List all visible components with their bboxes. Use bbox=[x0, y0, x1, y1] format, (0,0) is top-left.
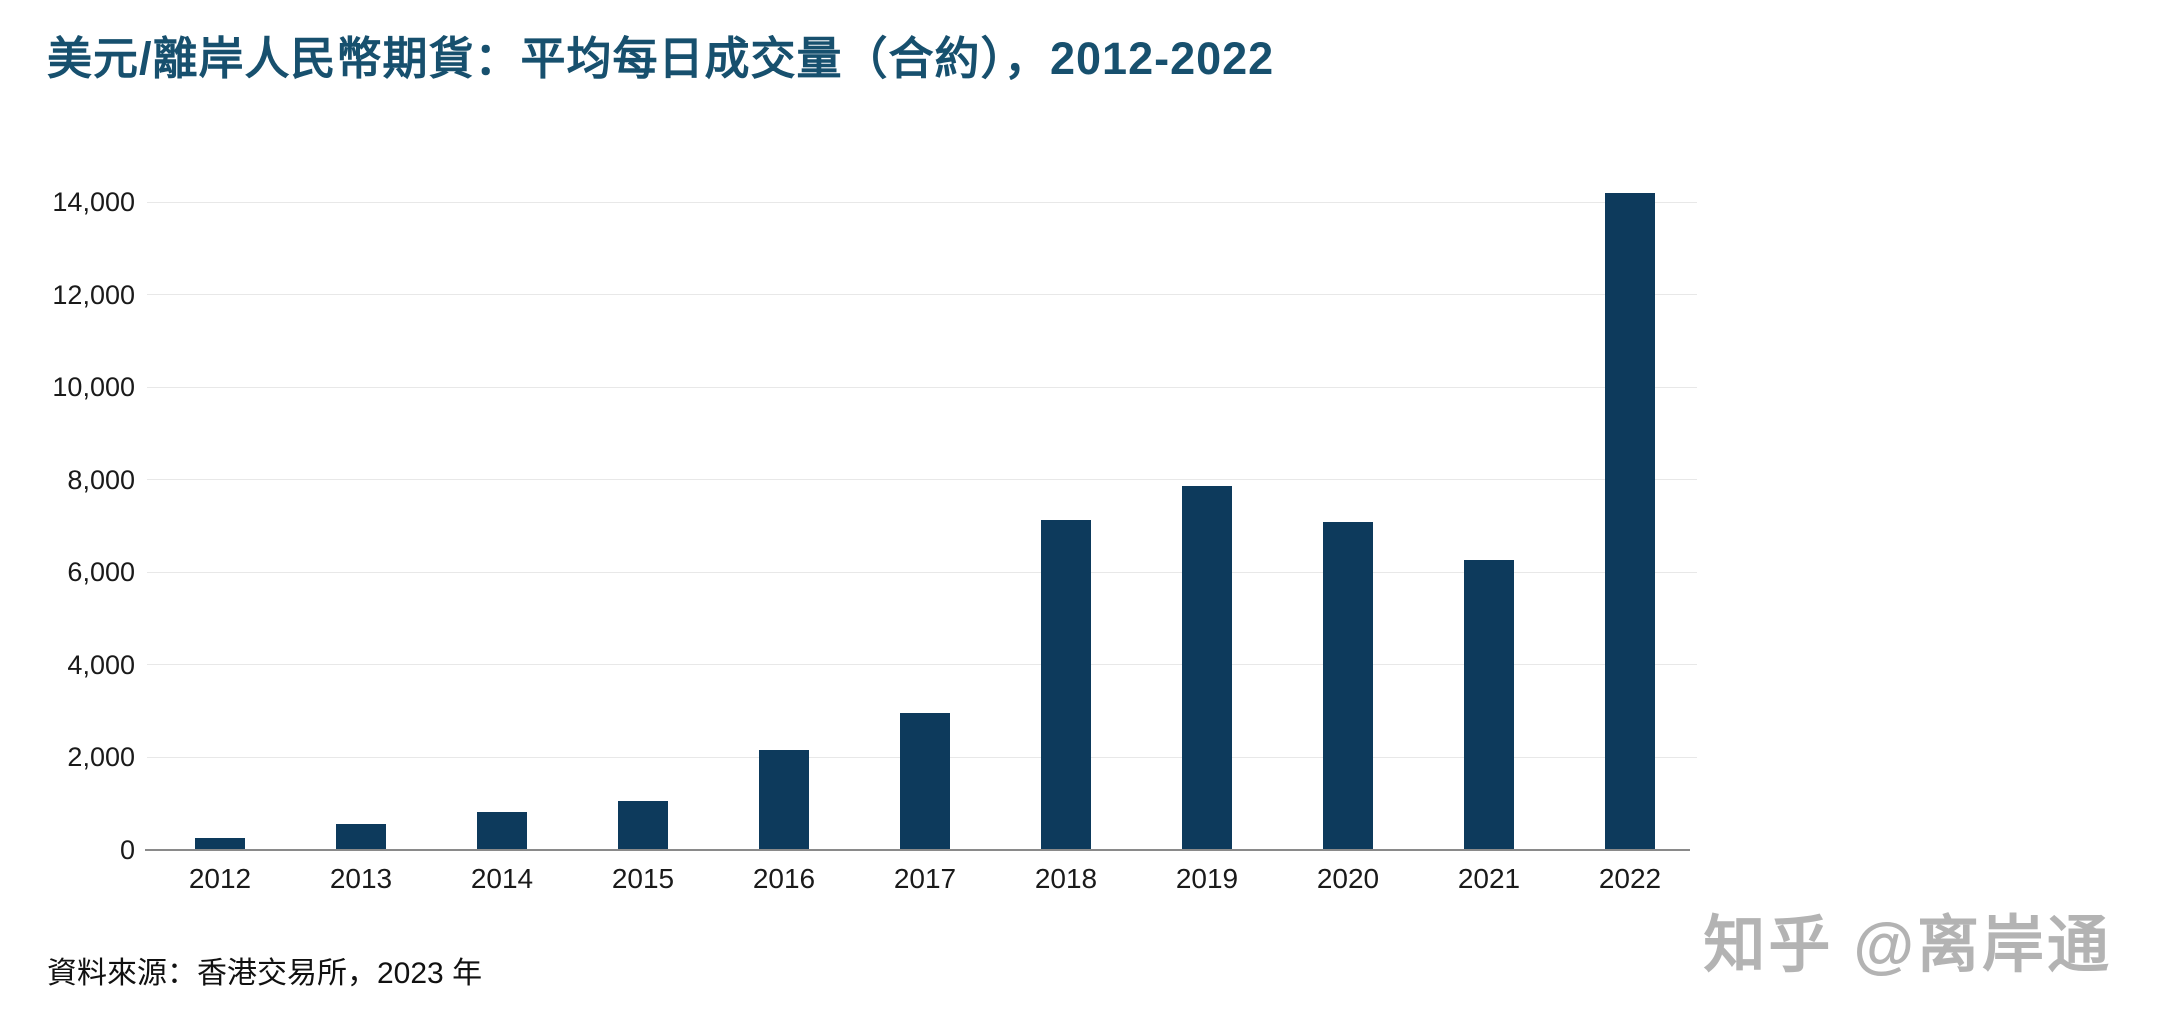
bar-2021 bbox=[1464, 559, 1514, 850]
bar-2015 bbox=[618, 800, 668, 850]
x-tick-label-2017: 2017 bbox=[893, 863, 957, 894]
watermark: 知乎 @离岸通 bbox=[1703, 911, 2112, 980]
x-tick-label-2016: 2016 bbox=[752, 863, 816, 894]
y-tick-label-8000: 8,000 bbox=[67, 464, 135, 495]
x-tick-label-2015: 2015 bbox=[611, 863, 675, 894]
bar-2016 bbox=[759, 749, 809, 850]
bar-2012 bbox=[195, 837, 245, 850]
x-axis-line bbox=[145, 849, 1690, 851]
bar-2022 bbox=[1605, 192, 1655, 850]
y-tick-label-12000: 12,000 bbox=[52, 279, 135, 310]
x-tick-label-2018: 2018 bbox=[1034, 863, 1098, 894]
y-tick-label-2000: 2,000 bbox=[67, 742, 135, 773]
bar-2020 bbox=[1323, 521, 1373, 850]
x-tick-label-2022: 2022 bbox=[1598, 863, 1662, 894]
bar-2019 bbox=[1182, 486, 1232, 850]
gridline-14000 bbox=[147, 201, 1697, 203]
bar-2013 bbox=[336, 824, 386, 850]
gridline-8000 bbox=[147, 479, 1697, 481]
y-tick-label-6000: 6,000 bbox=[67, 557, 135, 588]
bar-2014 bbox=[477, 811, 527, 850]
bar-2017 bbox=[900, 712, 950, 850]
x-tick-label-2020: 2020 bbox=[1316, 863, 1380, 894]
x-tick-label-2012: 2012 bbox=[188, 863, 252, 894]
y-tick-label-4000: 4,000 bbox=[67, 649, 135, 680]
gridline-10000 bbox=[147, 386, 1697, 388]
chart-title: 美元/離岸人民幣期貨：平均每日成交量（合約），2012-2022 bbox=[47, 33, 1275, 84]
bar-2018 bbox=[1041, 519, 1091, 850]
bar-chart-plot-area: 0 2,000 4,000 6,000 8,000 10,000 12,000 14,000 2… bbox=[52, 187, 1697, 894]
gridline-4000 bbox=[147, 664, 1697, 666]
y-tick-label-0: 0 bbox=[119, 835, 135, 865]
y-tick-label-14000: 14,000 bbox=[52, 187, 135, 217]
x-tick-label-2021: 2021 bbox=[1457, 863, 1521, 894]
source-note: 資料來源：香港交易所，2023 年 bbox=[47, 957, 483, 990]
x-tick-label-2013: 2013 bbox=[329, 863, 393, 894]
gridline-6000 bbox=[147, 571, 1697, 573]
y-tick-label-10000: 10,000 bbox=[52, 372, 135, 403]
x-tick-label-2014: 2014 bbox=[470, 863, 534, 894]
x-tick-label-2019: 2019 bbox=[1175, 863, 1239, 894]
gridline-12000 bbox=[147, 294, 1697, 296]
